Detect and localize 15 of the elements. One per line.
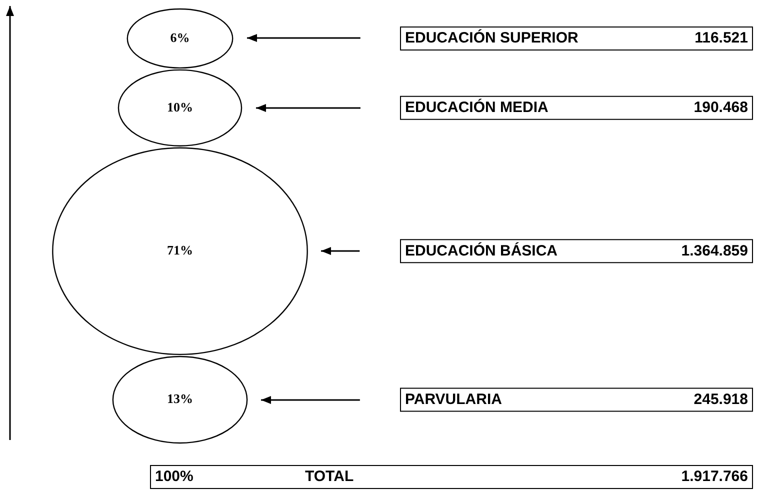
data-label: 6% (170, 30, 190, 45)
data-label: 10% (167, 99, 193, 114)
text: TOTAL (305, 468, 354, 486)
category-label: EDUCACIÓN MEDIA (405, 98, 548, 116)
text: 100% (155, 468, 194, 486)
data-label: 13% (167, 391, 193, 406)
text: 1.917.766 (681, 468, 748, 486)
data-label: 1.364.859 (681, 242, 748, 260)
category-label: EDUCACIÓN SUPERIOR (405, 28, 579, 47)
category-label: EDUCACIÓN BÁSICA (405, 241, 558, 260)
data-label: 245.918 (694, 390, 748, 408)
data-label: 71% (167, 242, 193, 258)
data-label: 190.468 (694, 99, 748, 116)
data-label: 116.521 (694, 30, 748, 47)
category-label: PARVULARIA (405, 390, 502, 408)
